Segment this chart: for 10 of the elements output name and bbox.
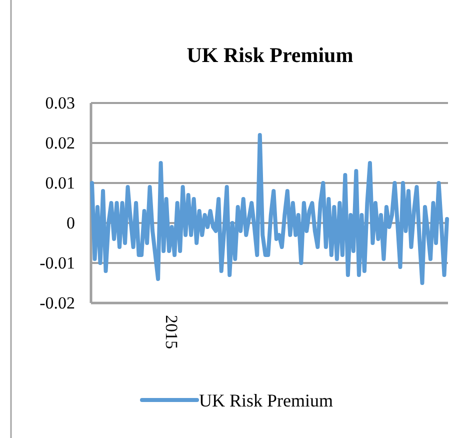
- x-tick-label: 2015: [162, 315, 181, 349]
- y-tick-label: 0: [66, 213, 75, 232]
- y-tick-label: 0.02: [45, 133, 75, 152]
- line-series: [90, 133, 449, 285]
- y-tick-label: -0.01: [40, 253, 75, 272]
- chart-title: UK Risk Premium: [186, 43, 354, 67]
- legend-label: UK Risk Premium: [199, 390, 334, 410]
- y-tick-label: -0.02: [40, 293, 75, 312]
- y-tick-label: 0.03: [45, 93, 75, 112]
- y-tick-label: 0.01: [45, 173, 75, 192]
